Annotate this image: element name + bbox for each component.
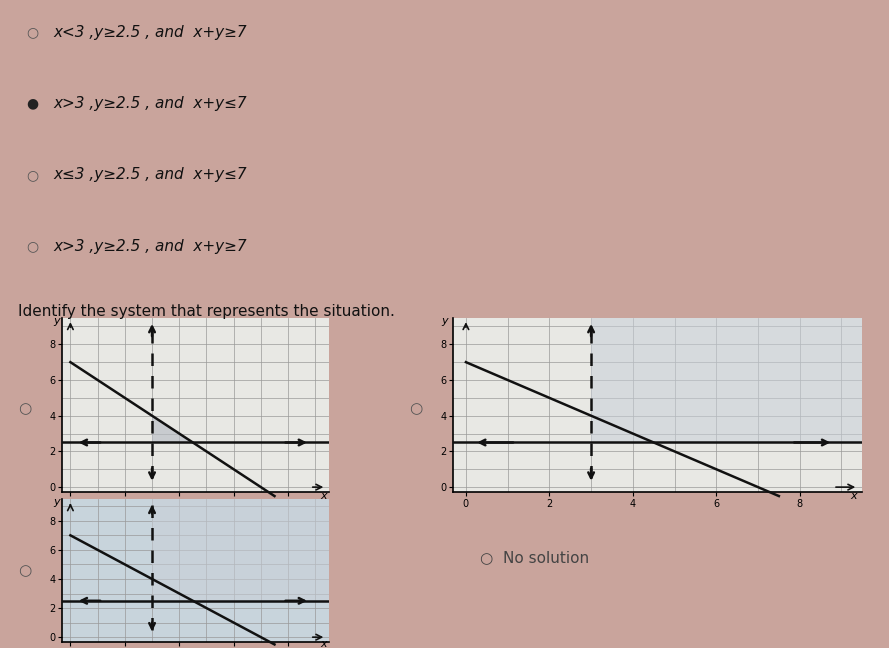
Polygon shape (152, 416, 193, 443)
Text: x<3 ,y≥2.5 , and  x+y≥7: x<3 ,y≥2.5 , and x+y≥7 (53, 25, 247, 40)
Text: ○: ○ (18, 562, 31, 578)
Text: y: y (53, 497, 60, 507)
Text: x: x (320, 491, 327, 501)
Polygon shape (152, 499, 329, 601)
Text: ○: ○ (409, 400, 422, 416)
Polygon shape (591, 318, 862, 443)
Text: x: x (851, 491, 857, 501)
Text: y: y (442, 316, 448, 326)
Text: x>3 ,y≥2.5 , and  x+y≥7: x>3 ,y≥2.5 , and x+y≥7 (53, 238, 247, 254)
Text: ○: ○ (27, 239, 39, 253)
Text: ○: ○ (27, 168, 39, 182)
Text: x: x (320, 640, 327, 648)
Text: ●: ● (27, 97, 39, 111)
Text: ○: ○ (18, 400, 31, 416)
Text: y: y (53, 316, 60, 326)
Text: Identify the system that represents the situation.: Identify the system that represents the … (18, 303, 395, 319)
Text: ○  No solution: ○ No solution (480, 550, 589, 565)
Text: x≤3 ,y≥2.5 , and  x+y≤7: x≤3 ,y≥2.5 , and x+y≤7 (53, 167, 247, 183)
Text: ○: ○ (27, 25, 39, 40)
Text: x>3 ,y≥2.5 , and  x+y≤7: x>3 ,y≥2.5 , and x+y≤7 (53, 96, 247, 111)
